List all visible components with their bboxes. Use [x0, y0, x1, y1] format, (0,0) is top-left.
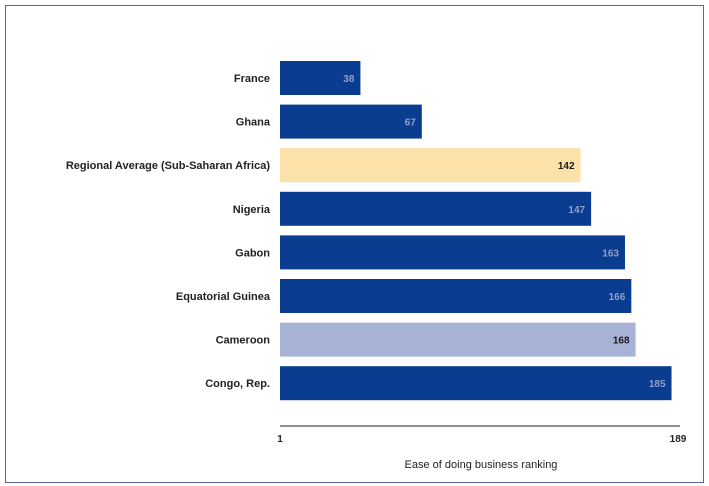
value-label-congo-rep: 185	[649, 379, 666, 390]
value-label-regional-average-sub-saharan-africa: 142	[558, 161, 575, 172]
x-axis-title: Ease of doing business ranking	[405, 459, 558, 471]
category-labels: France Ghana Regional Average (Sub-Saharan…	[66, 73, 271, 390]
bar-nigeria	[280, 191, 592, 226]
value-label-gabon: 163	[602, 248, 619, 259]
category-label-regional-average-sub-saharan-africa: Regional Average (Sub-Saharan Africa)	[66, 160, 270, 172]
bar-regional-average-sub-saharan-africa	[280, 148, 581, 183]
value-label-france: 38	[343, 74, 355, 85]
bar-gabon	[280, 235, 625, 270]
category-label-nigeria: Nigeria	[233, 204, 271, 216]
value-label-cameroon: 168	[613, 336, 630, 347]
x-tick-label-min: 1	[277, 434, 283, 445]
value-label-nigeria: 147	[568, 205, 585, 216]
category-label-congo-rep: Congo, Rep.	[205, 378, 270, 390]
value-label-equatorial-guinea: 166	[609, 292, 626, 303]
bar-cameroon	[280, 322, 636, 357]
value-label-ghana: 67	[405, 118, 417, 129]
category-label-equatorial-guinea: Equatorial Guinea	[176, 291, 271, 303]
bar-equatorial-guinea	[280, 279, 632, 313]
category-label-cameroon: Cameroon	[216, 335, 271, 347]
bars-group	[280, 61, 672, 401]
category-label-ghana: Ghana	[236, 117, 271, 129]
bar-congo-rep	[280, 366, 672, 401]
bar-france	[280, 61, 361, 95]
category-label-france: France	[234, 73, 270, 85]
x-tick-label-max: 189	[670, 434, 687, 445]
bar-ghana	[280, 104, 422, 139]
category-label-gabon: Gabon	[235, 247, 270, 259]
value-labels: 38 67 142 147 163 166 168 185	[343, 74, 666, 390]
